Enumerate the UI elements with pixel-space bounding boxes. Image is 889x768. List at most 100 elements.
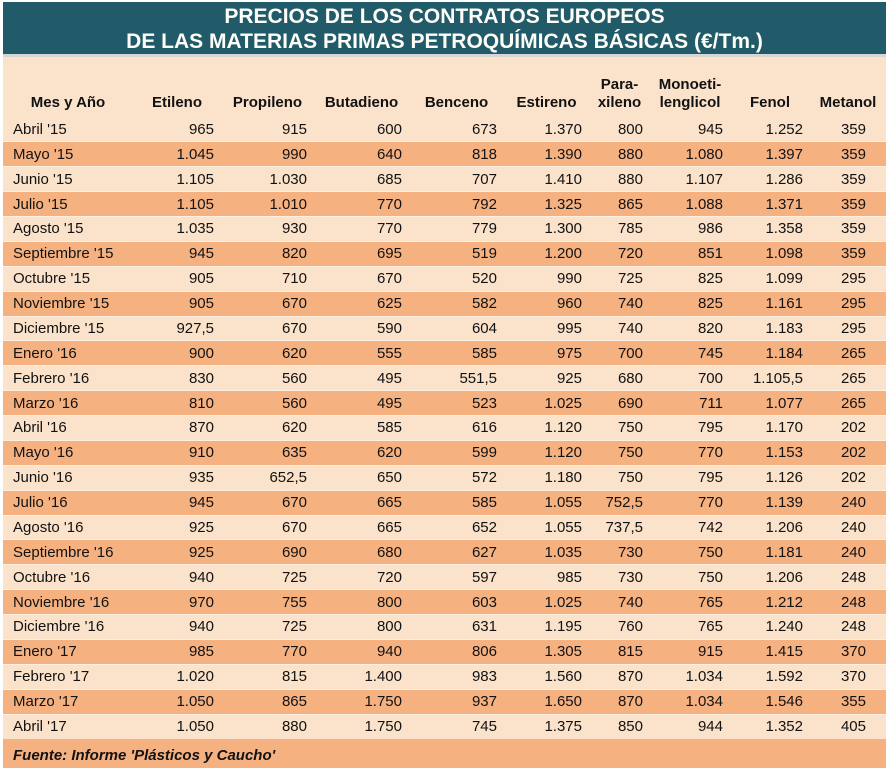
price-cell: 820 <box>650 315 730 341</box>
price-cell: 1.120 <box>504 439 589 466</box>
price-cell: 1.161 <box>730 290 810 316</box>
row-label: Mayo '15 <box>3 141 133 167</box>
price-cell: 820 <box>221 240 314 267</box>
price-cell: 730 <box>589 539 650 565</box>
row-label: Diciembre '16 <box>3 614 133 640</box>
price-cell: 965 <box>133 117 221 142</box>
table-row: Febrero '17 1.020 815 1.400 983 1.560 870 1.034… <box>3 663 886 690</box>
price-cell: 765 <box>650 614 730 640</box>
price-cell: 670 <box>221 514 314 540</box>
price-cell: 930 <box>221 216 314 242</box>
price-cell: 1.025 <box>504 589 589 615</box>
price-cell: 1.035 <box>504 539 589 565</box>
price-cell: 560 <box>221 365 314 391</box>
price-cell: 1.098 <box>730 240 810 267</box>
price-cell: 673 <box>409 117 504 142</box>
table-row: Junio '15 1.105 1.030 685 707 1.410 880 1.107 1.… <box>3 166 886 192</box>
price-cell: 1.546 <box>730 688 810 714</box>
price-cell: 910 <box>133 439 221 466</box>
price-cell: 880 <box>589 166 650 192</box>
row-label: Octubre '15 <box>3 265 133 292</box>
price-cell: 1.750 <box>314 713 409 739</box>
row-label: Noviembre '15 <box>3 290 133 316</box>
price-cell: 1.105 <box>133 191 221 217</box>
table-row: Septiembre '15 945 820 695 519 1.200 720 851 1.0… <box>3 240 886 267</box>
price-cell: 940 <box>133 614 221 640</box>
row-label: Octubre '16 <box>3 564 133 590</box>
price-cell: 983 <box>409 663 504 690</box>
price-cell: 680 <box>589 365 650 391</box>
price-cell: 1.305 <box>504 638 589 665</box>
price-cell: 665 <box>314 489 409 515</box>
price-cell: 710 <box>221 265 314 292</box>
price-cell: 815 <box>221 663 314 690</box>
price-cell: 806 <box>409 638 504 665</box>
price-cell: 1.025 <box>504 390 589 416</box>
price-cell: 745 <box>409 713 504 739</box>
price-cell: 800 <box>314 589 409 615</box>
price-cell: 750 <box>589 439 650 466</box>
row-label: Enero '17 <box>3 638 133 665</box>
price-cell: 248 <box>810 564 886 590</box>
price-cell: 725 <box>221 564 314 590</box>
price-cell: 1.560 <box>504 663 589 690</box>
price-cell: 925 <box>133 539 221 565</box>
price-cell: 770 <box>650 489 730 515</box>
table-row: Enero '17 985 770 940 806 1.305 815 915 1.415 370 <box>3 638 886 665</box>
price-cell: 915 <box>221 117 314 142</box>
price-cell: 905 <box>133 290 221 316</box>
row-label: Noviembre '16 <box>3 589 133 615</box>
price-cell: 1.390 <box>504 141 589 167</box>
price-cell: 730 <box>589 564 650 590</box>
price-cell: 800 <box>589 117 650 142</box>
price-cell: 240 <box>810 539 886 565</box>
price-cell: 359 <box>810 141 886 167</box>
price-cell: 1.050 <box>133 688 221 714</box>
price-cell: 590 <box>314 315 409 341</box>
price-cell: 750 <box>650 539 730 565</box>
price-cell: 940 <box>314 638 409 665</box>
price-cell: 551,5 <box>409 365 504 391</box>
price-cell: 770 <box>650 439 730 466</box>
price-cell: 985 <box>504 564 589 590</box>
price-cell: 685 <box>314 166 409 192</box>
price-cell: 1.397 <box>730 141 810 167</box>
price-cell: 560 <box>221 390 314 416</box>
price-cell: 1.184 <box>730 340 810 366</box>
price-cell: 1.592 <box>730 663 810 690</box>
table-row: Octubre '16 940 725 720 597 985 730 750 1.206 248 <box>3 564 886 590</box>
price-cell: 1.045 <box>133 141 221 167</box>
price-cell: 620 <box>221 415 314 441</box>
price-cell: 519 <box>409 240 504 267</box>
price-cell: 620 <box>221 340 314 366</box>
price-cell: 1.375 <box>504 713 589 739</box>
column-header-propileno: Propileno <box>221 57 314 117</box>
title-banner: PRECIOS DE LOS CONTRATOS EUROPEOS DE LAS… <box>3 2 886 54</box>
price-cell: 711 <box>650 390 730 416</box>
price-cell: 240 <box>810 514 886 540</box>
price-cell: 670 <box>221 290 314 316</box>
header-row: Mes y Año Etileno Propileno Butadieno Bencen… <box>3 57 886 117</box>
row-label: Febrero '17 <box>3 663 133 690</box>
price-cell: 599 <box>409 439 504 466</box>
price-cell: 945 <box>133 489 221 515</box>
price-cell: 1.010 <box>221 191 314 217</box>
price-cell: 810 <box>133 390 221 416</box>
price-cell: 627 <box>409 539 504 565</box>
price-cell: 295 <box>810 315 886 341</box>
row-label: Julio '16 <box>3 489 133 515</box>
price-cell: 1.415 <box>730 638 810 665</box>
price-cell: 825 <box>650 265 730 292</box>
price-cell: 765 <box>650 589 730 615</box>
row-label: Mayo '16 <box>3 439 133 466</box>
price-cell: 1.077 <box>730 390 810 416</box>
title-line-1: PRECIOS DE LOS CONTRATOS EUROPEOS <box>224 5 665 28</box>
price-cell: 870 <box>589 663 650 690</box>
table-row: Mayo '15 1.045 990 640 818 1.390 880 1.080 1.397… <box>3 141 886 167</box>
price-cell: 927,5 <box>133 315 221 341</box>
price-cell: 975 <box>504 340 589 366</box>
table-row: Octubre '15 905 710 670 520 990 725 825 1.099 295 <box>3 265 886 292</box>
column-header-monoeti-lenglicol: Monoeti- lenglicol <box>650 57 730 117</box>
price-cell: 616 <box>409 415 504 441</box>
price-cell: 690 <box>221 539 314 565</box>
